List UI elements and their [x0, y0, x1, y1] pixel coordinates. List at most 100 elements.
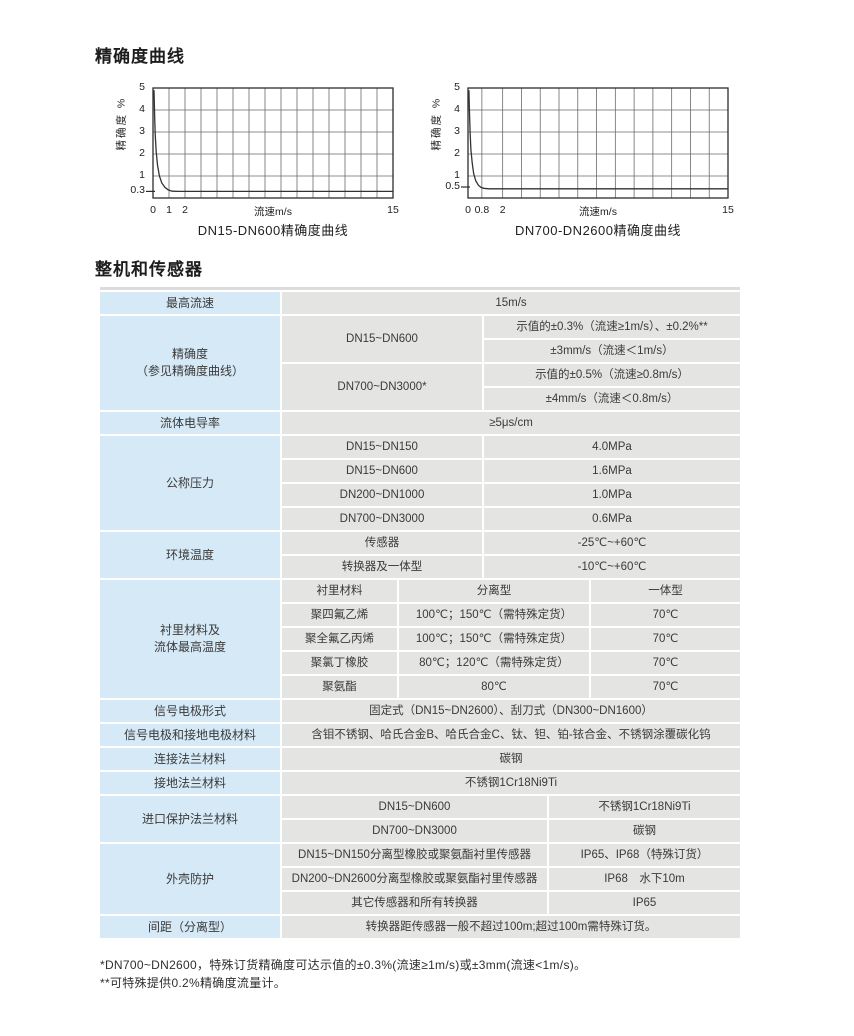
value-cell: 70℃ — [591, 604, 740, 626]
value-stack: 示值的±0.3%（流速≥1m/s）、±0.2%** ±3mm/s（流速＜1m/s） — [484, 316, 740, 362]
row-label-cell: 连接法兰材料 — [100, 748, 280, 770]
y-tick-label: 2 — [139, 147, 145, 159]
table-row-group: 间距（分离型） 转换器距传感器一般不超过100m;超过100m需特殊订货。 — [100, 916, 740, 938]
table-row: 其它传感器和所有转换器 IP65 — [282, 892, 740, 914]
table-row-group: 精确度 （参见精确度曲线） DN15~DN600 示值的±0.3%（流速≥1m/s）、… — [100, 316, 740, 410]
value-cell: 转换器及一体型 — [282, 556, 482, 578]
row-label-cell: 精确度 （参见精确度曲线） — [100, 316, 280, 410]
row-label-line: 公称压力 — [165, 475, 214, 490]
table-row: DN700~DN3000 0.6MPa — [282, 508, 740, 530]
y-tick-label: 0.3 — [130, 184, 145, 197]
x-tick-label: 15 — [387, 204, 399, 216]
chart-grid — [461, 87, 729, 199]
value-cell: 一体型 — [591, 580, 740, 602]
table-row: 聚四氟乙烯 100℃；150℃（需特殊定货） 70℃ — [282, 604, 740, 626]
value-cell: 80℃ — [399, 676, 589, 698]
value-cell: 不锈钢1Cr18Ni9Ti — [282, 772, 740, 794]
row-label-cell: 流体电导率 — [100, 412, 280, 434]
value-cell: 聚全氟乙丙烯 — [282, 628, 397, 650]
x-tick-label: 2 — [499, 204, 506, 216]
y-tick-label: 4 — [454, 103, 460, 115]
table-row: ≥5μs/cm — [282, 412, 740, 434]
row-label-line: 信号电极和接地电极材料 — [123, 727, 256, 742]
chart-caption: DN15-DN600精确度曲线 — [197, 223, 349, 238]
row-label-cell: 最高流速 — [100, 292, 280, 314]
y-tick-label: 5 — [454, 81, 460, 93]
table-row: DN700~DN3000 碳钢 — [282, 820, 740, 842]
value-stack: 示值的±0.5%（流速≥0.8m/s） ±4mm/s（流速＜0.8m/s） — [484, 364, 740, 410]
value-cell: 分离型 — [399, 580, 589, 602]
table-row-group: 最高流速 15m/s — [100, 292, 740, 314]
x-tick-label: 0 — [150, 204, 156, 216]
value-cell: 聚氯丁橡胶 — [282, 652, 397, 674]
value-cell: 70℃ — [591, 676, 740, 698]
row-label-line: 信号电极形式 — [153, 703, 226, 718]
value-cell: 固定式（DN15~DN2600）、刮刀式（DN300~DN1600） — [282, 700, 740, 722]
x-tick-label: 0 — [465, 204, 471, 216]
table-row: 碳钢 — [282, 748, 740, 770]
value-cell: ±4mm/s（流速＜0.8m/s） — [484, 388, 740, 410]
table-row: DN200~DN2600分离型橡胶或聚氨酯衬里传感器 IP68 水下10m — [282, 868, 740, 890]
row-values: DN15~DN600 不锈钢1Cr18Ni9Ti DN700~DN3000 碳钢 — [282, 796, 740, 842]
value-cell: 4.0MPa — [484, 436, 740, 458]
row-label-line: （参见精确度曲线） — [135, 364, 244, 378]
table-row-group: 环境温度 传感器 -25℃~+60℃ 转换器及一体型 -10℃~+60℃ — [100, 532, 740, 578]
value-cell: DN200~DN1000 — [282, 484, 482, 506]
table-row: 转换器距传感器一般不超过100m;超过100m需特殊订货。 — [282, 916, 740, 938]
value-cell: DN200~DN2600分离型橡胶或聚氨酯衬里传感器 — [282, 868, 547, 890]
spec-table: 最高流速 15m/s 精确度 （参见精确度曲线） DN15~DN600 示值的±0.3%（… — [100, 292, 740, 938]
value-cell: 70℃ — [591, 628, 740, 650]
table-row: DN15~DN600 示值的±0.3%（流速≥1m/s）、±0.2%** ±3mm/… — [282, 316, 740, 362]
row-label-line: 间距（分离型） — [147, 919, 232, 934]
value-cell: DN700~DN3000 — [282, 820, 547, 842]
value-cell: IP68 水下10m — [549, 868, 740, 890]
table-row: 聚全氟乙丙烯 100℃；150℃（需特殊定货） 70℃ — [282, 628, 740, 650]
value-cell: IP65、IP68（特殊订货） — [549, 844, 740, 866]
row-label-line: 连接法兰材料 — [153, 751, 226, 766]
table-row: 传感器 -25℃~+60℃ — [282, 532, 740, 554]
row-label-line: 外壳防护 — [165, 871, 214, 886]
spec-table-title: 整机和传感器 — [95, 260, 203, 279]
value-cell: -25℃~+60℃ — [484, 532, 740, 554]
row-label-cell: 信号电极和接地电极材料 — [100, 724, 280, 746]
row-values: 15m/s — [282, 292, 740, 314]
value-cell: 聚四氟乙烯 — [282, 604, 397, 626]
value-cell: DN15~DN600 — [282, 796, 547, 818]
accuracy-curve — [153, 90, 393, 193]
value-cell: -10℃~+60℃ — [484, 556, 740, 578]
y-tick-label: 0.5 — [445, 180, 460, 192]
table-row-group: 信号电极形式 固定式（DN15~DN2600）、刮刀式（DN300~DN1600） — [100, 700, 740, 722]
row-label-cell: 衬里材料及 流体最高温度 — [100, 580, 280, 698]
table-row-group: 公称压力 DN15~DN150 4.0MPa DN15~DN600 1.6MPa DN20… — [100, 436, 740, 530]
row-values: 传感器 -25℃~+60℃ 转换器及一体型 -10℃~+60℃ — [282, 532, 740, 578]
table-row: 含钼不锈钢、哈氏合金B、哈氏合金C、钛、钽、铂-铱合金、不锈钢涂覆碳化钨 — [282, 724, 740, 746]
row-label-line: 最高流速 — [165, 295, 214, 310]
footnote-1: *DN700~DN2600，特殊订货精确度可达示值的±0.3%(流速≥1m/s)… — [100, 958, 587, 972]
x-tick-label: 15 — [722, 204, 734, 216]
value-cell: ±3mm/s（流速＜1m/s） — [484, 340, 740, 362]
value-cell: DN700~DN3000 — [282, 508, 482, 530]
row-label-line: 接地法兰材料 — [153, 775, 226, 790]
x-axis-label: 流速m/s — [579, 206, 617, 218]
table-row: DN15~DN150分离型橡胶或聚氨酯衬里传感器 IP65、IP68（特殊订货） — [282, 844, 740, 866]
y-tick-label: 1 — [139, 169, 145, 181]
row-label-cell: 外壳防护 — [100, 844, 280, 914]
x-axis-label: 流速m/s — [254, 206, 292, 218]
accuracy-chart-dn15-dn600: 5 4 3 2 1 0.3 0 1 2 15 流速m/s 精确度 % — [108, 81, 428, 244]
y-axis-label: 精确度 % — [430, 96, 443, 151]
row-label-line: 精确度 — [171, 347, 208, 362]
value-cell: 100℃；150℃（需特殊定货） — [399, 604, 589, 626]
value-cell: DN15~DN150分离型橡胶或聚氨酯衬里传感器 — [282, 844, 547, 866]
value-cell: 碳钢 — [549, 820, 740, 842]
table-row: 15m/s — [282, 292, 740, 314]
table-row-group: 信号电极和接地电极材料 含钼不锈钢、哈氏合金B、哈氏合金C、钛、钽、铂-铱合金、不… — [100, 724, 740, 746]
y-tick-label: 2 — [454, 147, 460, 159]
accuracy-curve — [468, 90, 728, 190]
table-row-group: 外壳防护 DN15~DN150分离型橡胶或聚氨酯衬里传感器 IP65、IP68（特殊… — [100, 844, 740, 914]
table-row: DN15~DN600 1.6MPa — [282, 460, 740, 482]
chart-caption: DN700-DN2600精确度曲线 — [515, 223, 681, 238]
row-label-line: 环境温度 — [165, 547, 214, 562]
row-label-cell: 环境温度 — [100, 532, 280, 578]
value-cell: 100℃；150℃（需特殊定货） — [399, 628, 589, 650]
value-cell: 80℃；120℃（需特殊定货） — [399, 652, 589, 674]
